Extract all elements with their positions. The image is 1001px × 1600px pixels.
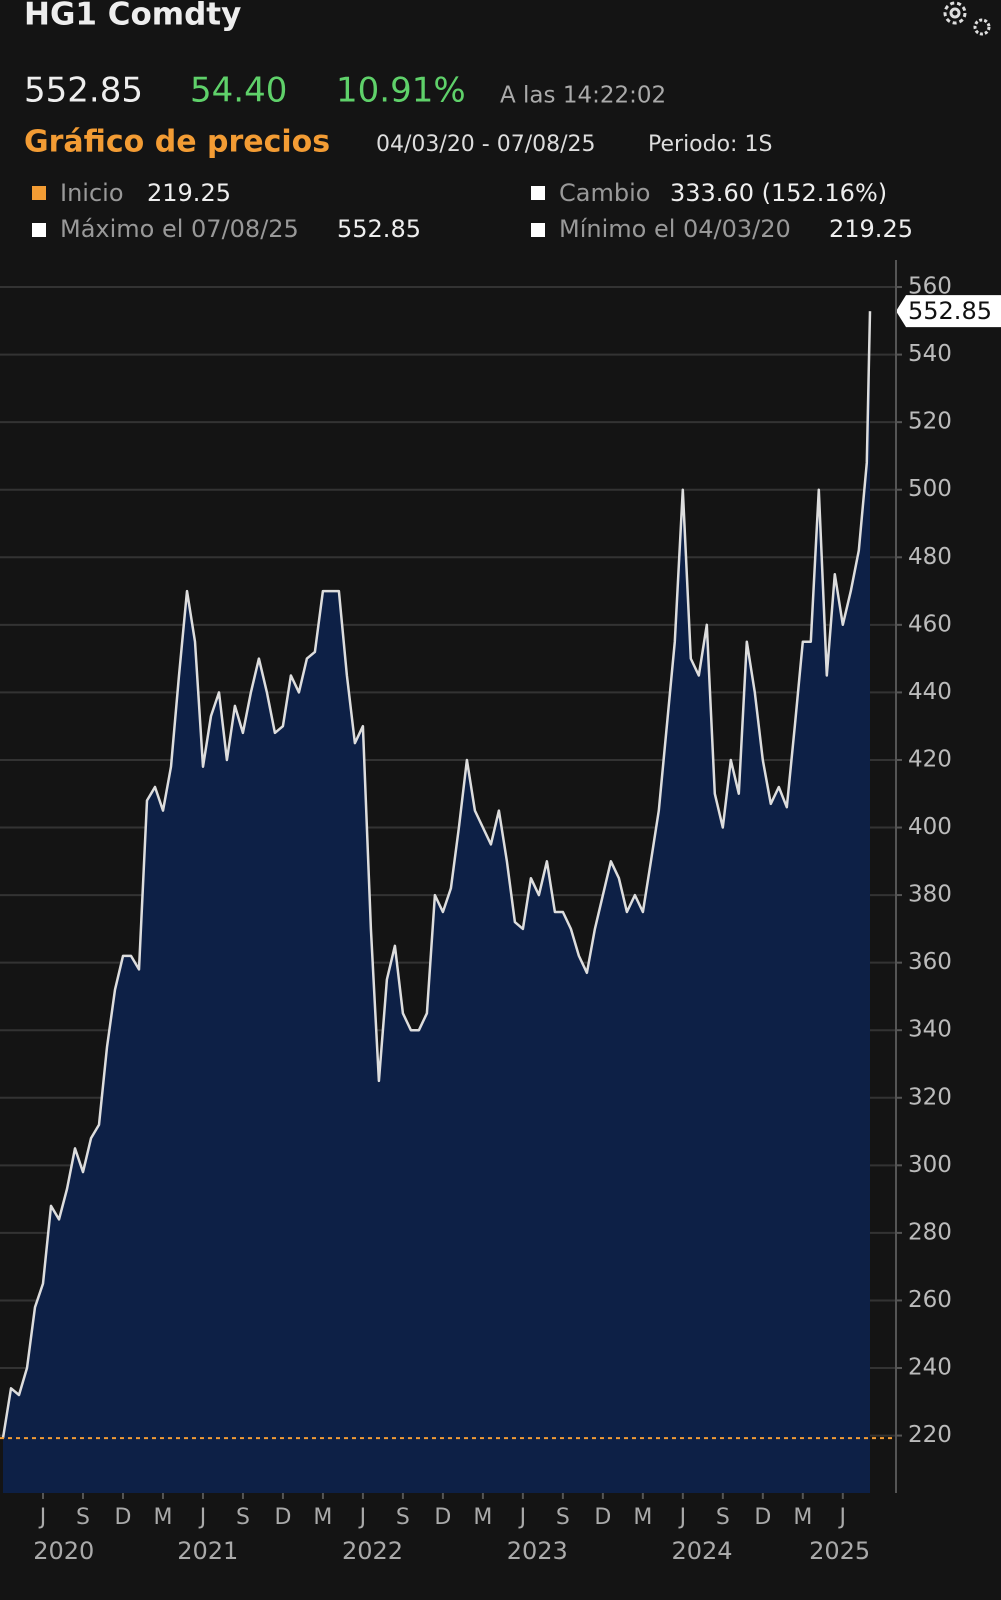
y-tick-label: 480 — [908, 544, 952, 570]
x-tick-label: S — [396, 1505, 410, 1530]
x-tick-label: S — [76, 1505, 90, 1530]
stat-marker — [531, 186, 545, 200]
change: 54.40 — [190, 71, 287, 111]
y-tick-label: 360 — [908, 949, 952, 975]
y-tick-label: 320 — [908, 1084, 952, 1110]
x-tick-label: D — [594, 1505, 611, 1530]
stat-value: 219.25 — [147, 179, 231, 207]
stat-marker — [32, 223, 46, 237]
x-tick-label: M — [153, 1505, 172, 1530]
stat-label: Cambio — [559, 179, 650, 207]
time: A las 14:22:02 — [500, 83, 666, 109]
x-year-label: 2021 — [177, 1537, 238, 1565]
x-tick-label: D — [754, 1505, 771, 1530]
title: HG1 Comdty — [24, 0, 241, 33]
x-year-label: 2022 — [342, 1537, 403, 1565]
y-tick-label: 540 — [908, 341, 952, 367]
chart: 552.85 220 240 260 280 300 320 340 360 380 400 420 4… — [0, 260, 1001, 1565]
gear — [943, 1, 967, 25]
x-tick-label: D — [274, 1505, 291, 1530]
x-tick-label: M — [793, 1505, 812, 1530]
stat-marker — [531, 223, 545, 237]
y-tick-label: 460 — [908, 611, 952, 637]
x-tick-label: S — [716, 1505, 730, 1530]
x-tick-label: J — [838, 1505, 847, 1530]
y-tick-label: 400 — [908, 814, 952, 840]
x-tick-label: J — [198, 1505, 207, 1530]
last-value-tag — [896, 295, 1001, 328]
settings-icon[interactable] — [943, 1, 991, 36]
stat-value: 552.85 — [337, 215, 421, 243]
x-year-label: 2020 — [33, 1537, 94, 1565]
x-year-label: 2024 — [671, 1537, 732, 1565]
y-tick-label: 520 — [908, 409, 952, 435]
x-tick-label: J — [38, 1505, 47, 1530]
x-tick-label: M — [473, 1505, 492, 1530]
section-title: Gráfico de precios — [24, 125, 330, 160]
y-tick-label: 300 — [908, 1152, 952, 1178]
line — [1, 311, 872, 1439]
x-tick-label: J — [518, 1505, 527, 1530]
stat-label: Mínimo el 04/03/20 — [559, 215, 791, 243]
gear-hub — [949, 7, 961, 19]
stat-label: Máximo el 07/08/25 — [60, 215, 299, 243]
date-range: 04/03/20 - 07/08/25 — [376, 132, 596, 157]
y-tick-label: 560 — [908, 274, 952, 300]
y-tick-label: 220 — [908, 1422, 952, 1448]
stat-value: 219.25 — [829, 215, 913, 243]
x-tick-label: M — [313, 1505, 332, 1530]
x-tick-label: D — [434, 1505, 451, 1530]
x-tick-label: J — [678, 1505, 687, 1530]
y-tick-label: 240 — [908, 1355, 952, 1381]
y-tick-label: 280 — [908, 1219, 952, 1245]
y-tick-label: 260 — [908, 1287, 952, 1313]
x-tick-label: M — [633, 1505, 652, 1530]
x-tick-label: S — [236, 1505, 250, 1530]
area — [3, 311, 870, 1494]
x-tick-label: D — [114, 1505, 131, 1530]
x-year-label: 2023 — [507, 1537, 568, 1565]
x-year-label: 2025 — [809, 1537, 870, 1565]
stat-marker — [32, 186, 46, 200]
y-tick-label: 340 — [908, 1017, 952, 1043]
gear — [973, 18, 991, 36]
y-tick-label: 380 — [908, 882, 952, 908]
y-tick-label: 440 — [908, 679, 952, 705]
stat-label: Inicio — [60, 179, 124, 207]
price: 552.85 — [24, 71, 143, 111]
y-tick-label: 500 — [908, 476, 952, 502]
y-tick-label: 420 — [908, 746, 952, 772]
x-tick-label: S — [556, 1505, 570, 1530]
stat-value: 333.60 (152.16%) — [670, 179, 887, 207]
change-pct: 10.91% — [336, 71, 466, 111]
x-tick-label: J — [358, 1505, 367, 1530]
period: Periodo: 1S — [648, 132, 772, 157]
last-value-label: 552.85 — [908, 297, 992, 325]
